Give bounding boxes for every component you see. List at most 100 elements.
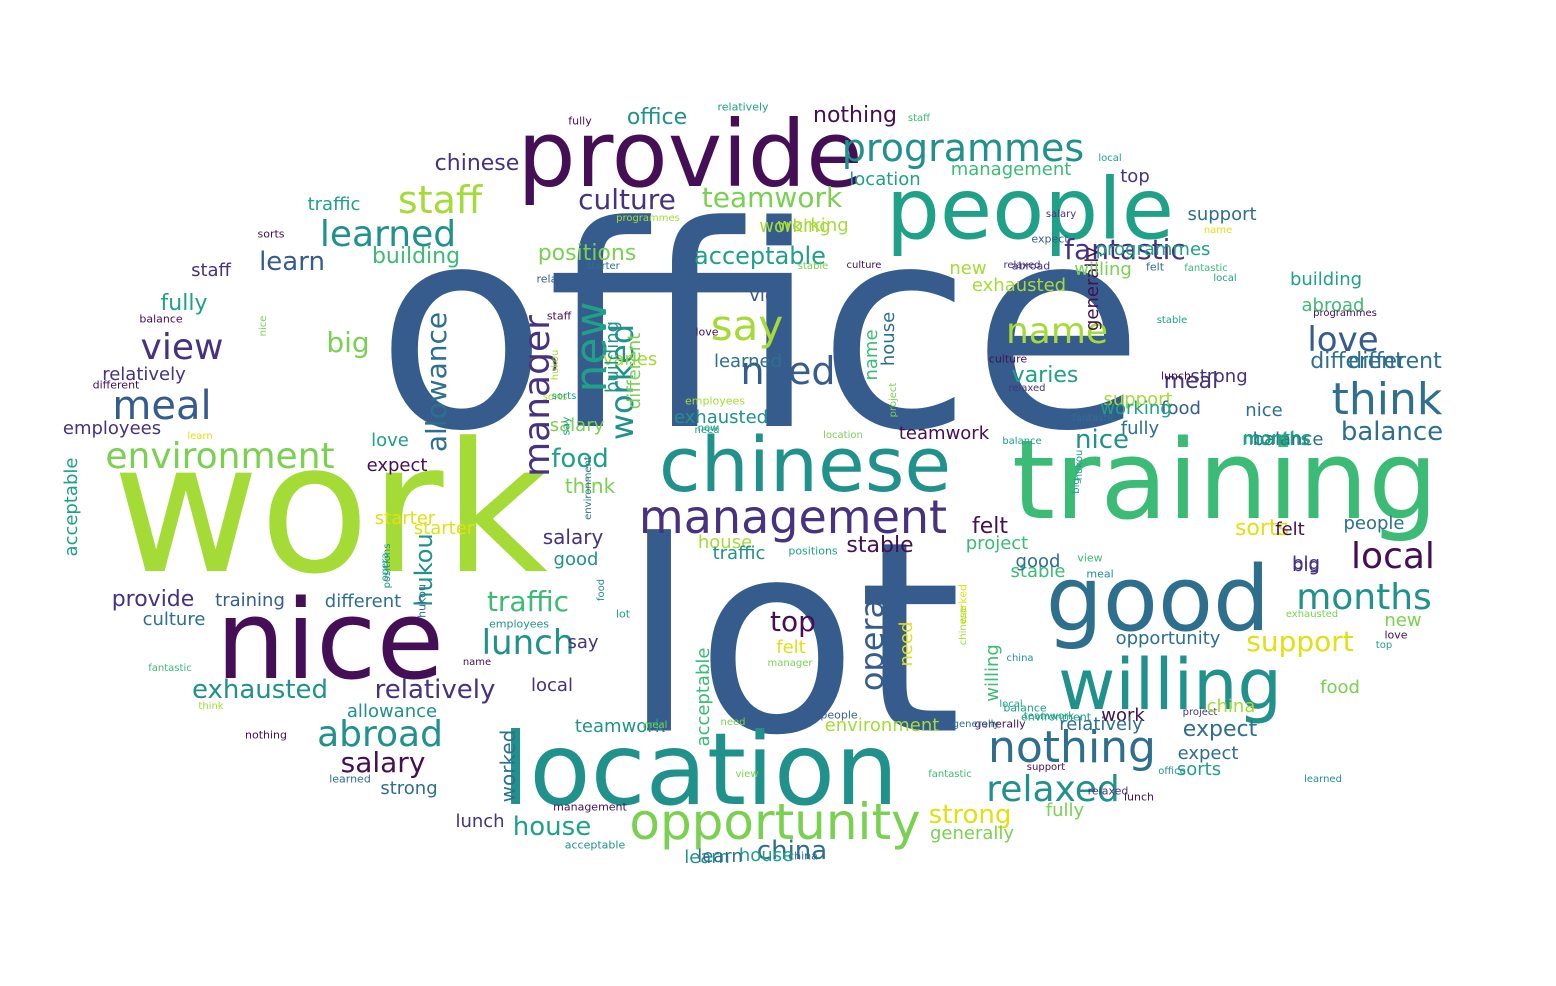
cloud-word-lunch: lunch [455,811,505,832]
cloud-word-say: say [710,301,784,350]
cloud-word-sorts: sorts [551,391,577,402]
cloud-word-employees: employees [62,418,162,439]
cloud-word-sorts: sorts [257,227,285,241]
cloud-word-chinese: chinese [958,606,969,646]
cloud-word-local: local [1351,536,1435,577]
cloud-word-balance: balance [1252,429,1324,450]
cloud-word-stable: stable [797,261,829,272]
cloud-word-hukou: hukou [415,584,429,618]
cloud-word-office: office [1158,766,1186,777]
cloud-word-big: big [1292,553,1320,574]
cloud-word-management: management [553,800,627,814]
cloud-word-food: food [1161,398,1201,419]
cloud-word-think: think [564,474,616,498]
cloud-word-varies: varies [602,349,658,370]
cloud-word-different: different [624,332,645,410]
cloud-word-strong: strong [928,800,1012,830]
cloud-word-environment: environment [583,456,594,520]
cloud-word-varies: varies [1011,363,1079,388]
cloud-word-opportunity: opportunity [1115,628,1221,649]
cloud-word-lot: lot [615,607,631,621]
cloud-word-staff: staff [191,260,231,281]
cloud-word-starter: starter [413,518,475,539]
cloud-word-abroad: abroad [317,714,443,755]
cloud-word-generally: generally [974,717,1026,731]
cloud-word-traffic: traffic [486,585,570,618]
cloud-word-acceptable: acceptable [61,457,82,557]
cloud-word-teamwork: teamwork [1023,711,1075,722]
cloud-word-support: support [1187,204,1257,225]
cloud-word-new: new [1384,610,1422,631]
cloud-word-abroad: abroad [1301,295,1365,316]
cloud-word-learned: learned [1304,774,1342,785]
cloud-word-people: people [1343,513,1405,534]
cloud-word-food: food [1320,677,1360,698]
cloud-word-good: good [553,549,599,570]
cloud-word-new: new [949,258,987,279]
cloud-word-food: food [551,444,609,474]
cloud-word-local: local [999,699,1023,710]
cloud-word-allowance: allowance [346,701,438,722]
cloud-word-environment: environment [824,715,940,736]
cloud-word-exhausted: exhausted [1285,609,1339,620]
cloud-word-generally: generally [952,719,1000,730]
cloud-word-staff: staff [397,178,483,222]
cloud-word-need: need [720,717,746,728]
cloud-word-relaxed: relaxed [1003,260,1041,271]
cloud-word-positions: positions [788,544,838,558]
cloud-word-house: house [512,812,592,842]
cloud-word-meal: meal [1086,567,1114,581]
cloud-word-employees: employees [488,617,550,631]
cloud-word-office: office [375,167,1145,493]
cloud-word-starter: starter [586,261,620,272]
cloud-word-relaxed: relaxed [1008,383,1046,394]
cloud-word-local: local [1098,153,1122,164]
cloud-word-say: say [559,416,573,436]
cloud-word-willing: willing [1074,259,1132,280]
cloud-word-china: china [1006,653,1034,664]
cloud-word-big: big [1292,555,1320,576]
cloud-word-environment: environment [105,436,335,477]
cloud-word-relaxed: relaxed [986,769,1120,810]
cloud-word-lunch: lunch [481,623,575,663]
cloud-word-balance: balance [1002,436,1042,447]
cloud-word-positions: positions [382,543,393,589]
cloud-word-months: months [1243,428,1311,449]
cloud-word-view: view [140,327,224,368]
cloud-word-employees: employees [684,394,746,408]
cloud-word-location: location [501,711,899,828]
cloud-word-location: location [849,169,921,190]
cloud-word-management: management [950,159,1072,180]
cloud-word-generally: generally [929,823,1015,844]
cloud-word-hukou: hukou [550,349,561,381]
cloud-word-nice: nice [258,315,269,337]
cloud-word-chinese: chinese [658,420,952,509]
cloud-word-management: management [638,490,948,544]
cloud-word-meal: meal [642,720,668,731]
cloud-word-balance: balance [1340,417,1444,447]
cloud-word-traffic: traffic [712,543,766,564]
cloud-word-top: top [770,605,816,638]
cloud-word-nice: nice [1245,400,1283,421]
cloud-word-china: china [1206,696,1256,717]
cloud-word-fantastic: fantastic [1184,263,1228,274]
cloud-word-culture: culture [988,352,1028,366]
cloud-word-learn: learn [187,431,213,442]
cloud-word-local: local [1213,273,1237,284]
cloud-word-chinese: chinese [434,151,520,176]
cloud-word-learned: learned [319,214,457,255]
cloud-word-china: china [756,836,828,866]
cloud-word-opera: opera [853,598,891,692]
cloud-word-culture: culture [142,609,206,630]
cloud-word-programmes: programmes [841,126,1085,170]
cloud-word-love: love [1307,320,1379,360]
cloud-word-fully: fully [568,114,592,128]
cloud-word-willing: willing [982,644,1003,702]
cloud-word-learn: learn [684,847,730,868]
cloud-word-learned: learned [329,772,371,786]
cloud-word-think: think [198,701,224,712]
cloud-word-expect: expect [1177,743,1239,764]
cloud-word-positions: positions [537,241,637,266]
cloud-word-love: love [371,430,409,451]
cloud-word-learn: learn [697,846,743,867]
